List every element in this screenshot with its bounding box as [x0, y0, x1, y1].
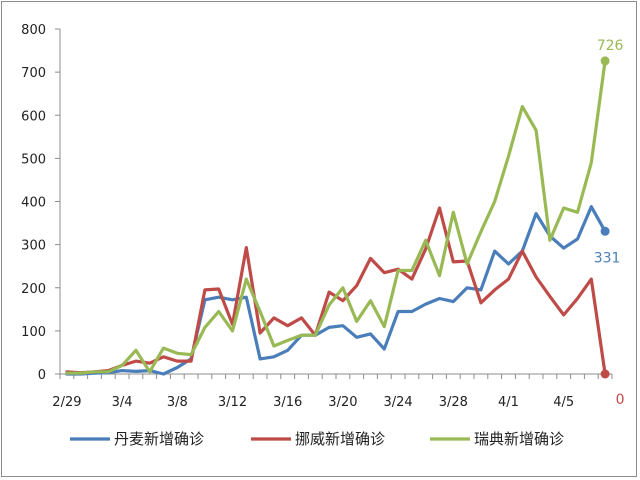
x-tick-label: 3/20 [328, 395, 357, 410]
y-axis-tick-labels: 0 100 200 300 400 500 600 700 800 [21, 23, 46, 383]
end-value-label: 0 [616, 392, 625, 408]
x-tick-label: 2/29 [52, 395, 81, 410]
series-line-1 [65, 205, 607, 376]
series-line-2 [65, 206, 607, 376]
y-tick-label: 100 [21, 325, 46, 340]
legend: 丹麦新增确诊 挪威新增确诊 瑞典新增确诊 [70, 430, 564, 448]
x-tick-label: 3/28 [439, 395, 468, 410]
y-tick-label: 400 [21, 196, 46, 211]
series-lines [65, 56, 610, 379]
y-tick-label: 500 [21, 152, 46, 167]
y-tick-label: 200 [21, 282, 46, 297]
series-line-3 [65, 59, 607, 375]
end-value-label: 726 [597, 38, 624, 54]
x-tick-label: 4/1 [498, 395, 519, 410]
y-tick-label: 300 [21, 239, 46, 254]
legend-label: 瑞典新增确诊 [474, 430, 564, 448]
x-tick-label: 3/16 [273, 395, 302, 410]
legend-label: 丹麦新增确诊 [114, 430, 204, 448]
y-tick-label: 600 [21, 109, 46, 124]
x-tick-label: 3/12 [218, 395, 247, 410]
x-tick-label: 4/5 [553, 395, 574, 410]
x-tick-label: 3/4 [112, 395, 133, 410]
x-tick-label: 3/8 [167, 395, 188, 410]
end-value-label: 331 [594, 250, 621, 266]
axes [55, 28, 613, 379]
legend-label: 挪威新增确诊 [295, 430, 385, 448]
x-tick-label: 3/24 [383, 395, 412, 410]
y-tick-label: 0 [38, 368, 46, 383]
series-end-point-1 [600, 226, 610, 236]
x-axis-tick-labels: 2/29 3/4 3/8 3/12 3/16 3/20 3/24 3/28 4/1 4/5 [52, 395, 574, 410]
series-end-point-3 [600, 56, 610, 66]
y-tick-label: 800 [21, 23, 46, 38]
y-tick-label: 700 [21, 66, 46, 81]
series-end-point-2 [600, 369, 610, 379]
end-value-labels: 331 0 726 [594, 38, 625, 408]
